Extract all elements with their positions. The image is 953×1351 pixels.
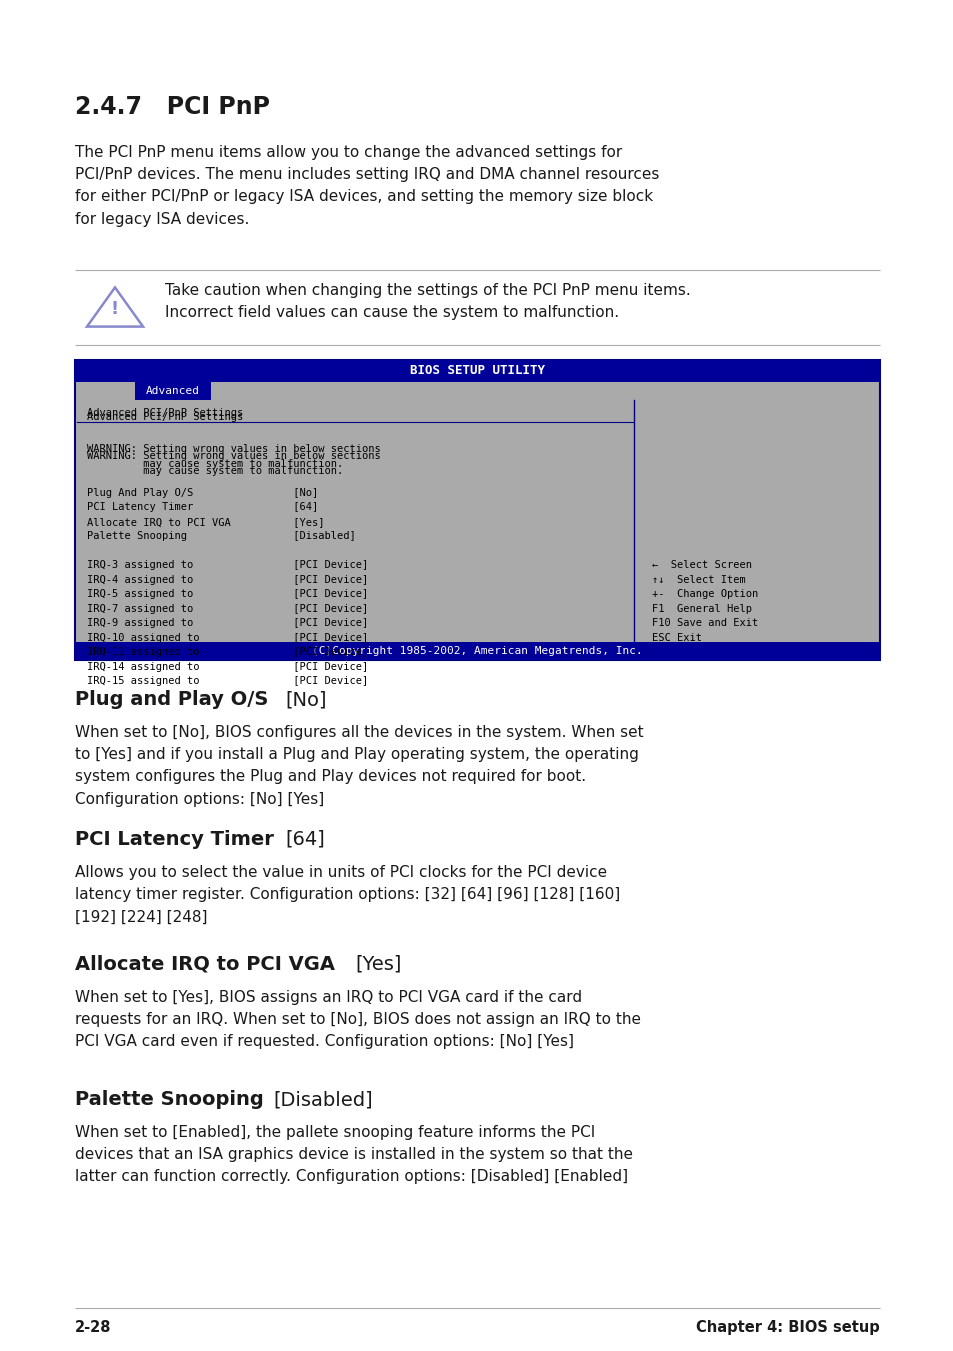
Text: 2.4.7   PCI PnP: 2.4.7 PCI PnP (75, 95, 270, 119)
Text: IRQ-9 assigned to                [PCI Device]: IRQ-9 assigned to [PCI Device] (87, 619, 368, 628)
Text: [Yes]: [Yes] (355, 955, 401, 974)
Text: may cause system to malfunction.: may cause system to malfunction. (87, 459, 343, 469)
Bar (75, 642, 879, 661)
Text: F10 Save and Exit: F10 Save and Exit (651, 619, 758, 628)
Text: ←  Select Screen: ← Select Screen (651, 561, 751, 570)
Text: IRQ-15 assigned to               [PCI Device]: IRQ-15 assigned to [PCI Device] (87, 677, 368, 686)
Text: 2-28: 2-28 (75, 1320, 112, 1335)
Text: Palette Snooping                 [Disabled]: Palette Snooping [Disabled] (87, 531, 355, 542)
Text: IRQ-10 assigned to               [PCI Device]: IRQ-10 assigned to [PCI Device] (87, 632, 368, 643)
Text: IRQ-5 assigned to                [PCI Device]: IRQ-5 assigned to [PCI Device] (87, 589, 368, 600)
Text: +-  Change Option: +- Change Option (651, 589, 758, 600)
Text: Advanced PCI/PnP Settings: Advanced PCI/PnP Settings (87, 412, 243, 422)
Text: When set to [No], BIOS configures all the devices in the system. When set
to [Ye: When set to [No], BIOS configures all th… (75, 725, 643, 807)
Text: F1  General Help: F1 General Help (651, 604, 751, 613)
Text: Allows you to select the value in units of PCI clocks for the PCI device
latency: Allows you to select the value in units … (75, 865, 619, 924)
Text: IRQ-4 assigned to                [PCI Device]: IRQ-4 assigned to [PCI Device] (87, 574, 368, 585)
Text: (C)Copyright 1985-2002, American Megatrends, Inc.: (C)Copyright 1985-2002, American Megatre… (312, 646, 642, 657)
Text: Plug and Play O/S: Plug and Play O/S (75, 690, 274, 709)
Text: ESC Exit: ESC Exit (651, 632, 701, 643)
Bar (75, 359, 879, 382)
Bar (135, 382, 211, 400)
Text: [Disabled]: [Disabled] (274, 1090, 373, 1109)
Text: WARNING: Setting wrong values in below sections: WARNING: Setting wrong values in below s… (87, 451, 380, 461)
Text: BIOS SETUP UTILITY: BIOS SETUP UTILITY (410, 365, 544, 377)
Text: The PCI PnP menu items allow you to change the advanced settings for
PCI/PnP dev: The PCI PnP menu items allow you to chan… (75, 145, 659, 227)
Bar (75, 359, 879, 661)
Text: IRQ-11 assigned to               [PCI Device]: IRQ-11 assigned to [PCI Device] (87, 647, 368, 657)
Text: Take caution when changing the settings of the PCI PnP menu items.
Incorrect fie: Take caution when changing the settings … (165, 282, 690, 320)
Text: Allocate IRQ to PCI VGA: Allocate IRQ to PCI VGA (75, 955, 341, 974)
Text: Palette Snooping: Palette Snooping (75, 1090, 271, 1109)
Text: [64]: [64] (285, 830, 324, 848)
Text: PCI Latency Timer                [64]: PCI Latency Timer [64] (87, 503, 318, 512)
Text: !: ! (111, 300, 119, 317)
Text: IRQ-7 assigned to                [PCI Device]: IRQ-7 assigned to [PCI Device] (87, 604, 368, 613)
Text: Advanced: Advanced (146, 386, 200, 396)
Text: PCI Latency Timer: PCI Latency Timer (75, 830, 280, 848)
Text: When set to [Yes], BIOS assigns an IRQ to PCI VGA card if the card
requests for : When set to [Yes], BIOS assigns an IRQ t… (75, 990, 640, 1050)
Text: WARNING: Setting wrong values in below sections: WARNING: Setting wrong values in below s… (87, 444, 380, 454)
Text: Advanced PCI/PnP Settings: Advanced PCI/PnP Settings (87, 408, 243, 417)
Text: may cause system to malfunction.: may cause system to malfunction. (87, 466, 343, 477)
Text: Allocate IRQ to PCI VGA          [Yes]: Allocate IRQ to PCI VGA [Yes] (87, 516, 324, 527)
Text: When set to [Enabled], the pallete snooping feature informs the PCI
devices that: When set to [Enabled], the pallete snoop… (75, 1125, 633, 1185)
Text: Chapter 4: BIOS setup: Chapter 4: BIOS setup (696, 1320, 879, 1335)
Text: [No]: [No] (285, 690, 326, 709)
Text: IRQ-14 assigned to               [PCI Device]: IRQ-14 assigned to [PCI Device] (87, 662, 368, 671)
Text: IRQ-3 assigned to                [PCI Device]: IRQ-3 assigned to [PCI Device] (87, 561, 368, 570)
Text: Plug And Play O/S                [No]: Plug And Play O/S [No] (87, 488, 318, 497)
Text: ↑↓  Select Item: ↑↓ Select Item (651, 574, 745, 585)
